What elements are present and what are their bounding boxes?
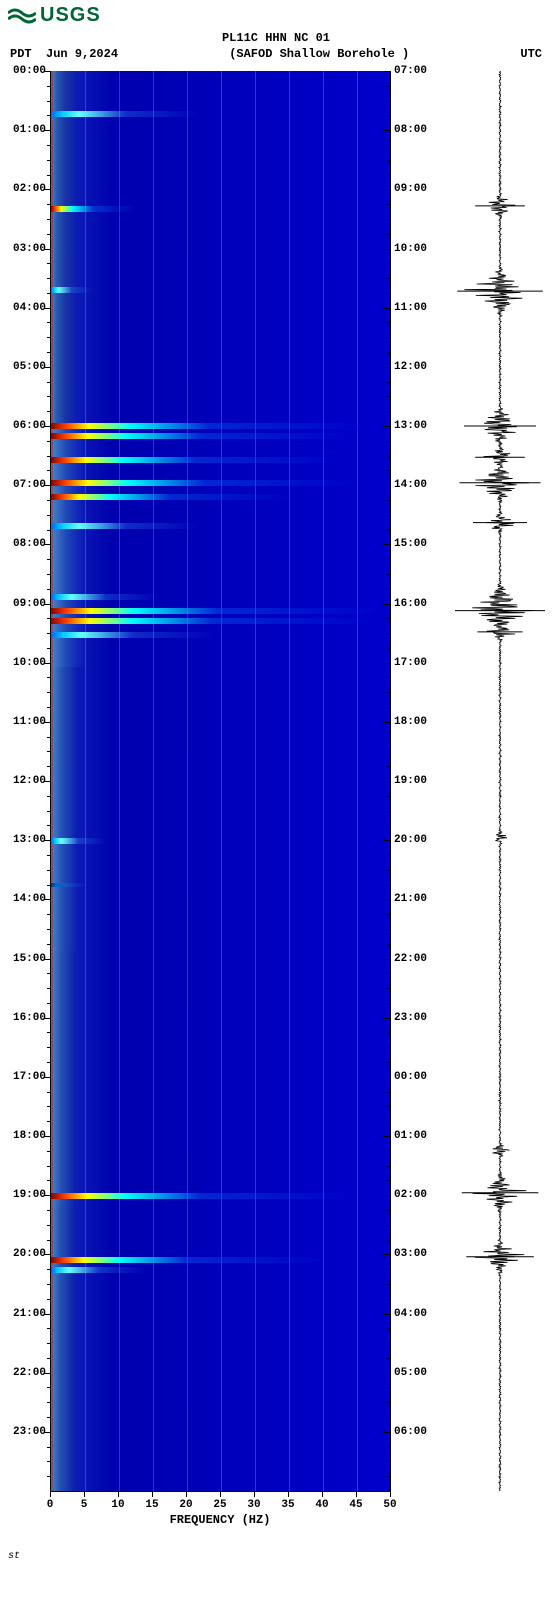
seismogram-trace (455, 71, 545, 1491)
x-axis-title: FREQUENCY (HZ) (50, 1513, 390, 1527)
frequency-axis: FREQUENCY (HZ) 05101520253035404550 (50, 1491, 390, 1531)
left-time-axis: 00:0001:0002:0003:0004:0005:0006:0007:00… (0, 71, 50, 1491)
chart-area: 00:0001:0002:0003:0004:0005:0006:0007:00… (0, 71, 552, 1571)
left-tz-label: PDT Jun 9,2024 (10, 47, 118, 61)
spectrogram (50, 71, 390, 1491)
chart-title: PL11C HHN NC 01 (0, 31, 552, 45)
logo-text: USGS (40, 4, 101, 27)
usgs-logo: USGS (0, 0, 552, 31)
right-tz-label: UTC (520, 47, 542, 61)
wave-icon (8, 7, 36, 25)
station-label: (SAFOD Shallow Borehole ) (229, 47, 409, 61)
right-time-axis: 07:0008:0009:0010:0011:0012:0013:0014:00… (390, 71, 450, 1491)
footer-mark: st (8, 1551, 20, 1562)
chart-subtitle: PDT Jun 9,2024 (SAFOD Shallow Borehole )… (0, 47, 552, 61)
